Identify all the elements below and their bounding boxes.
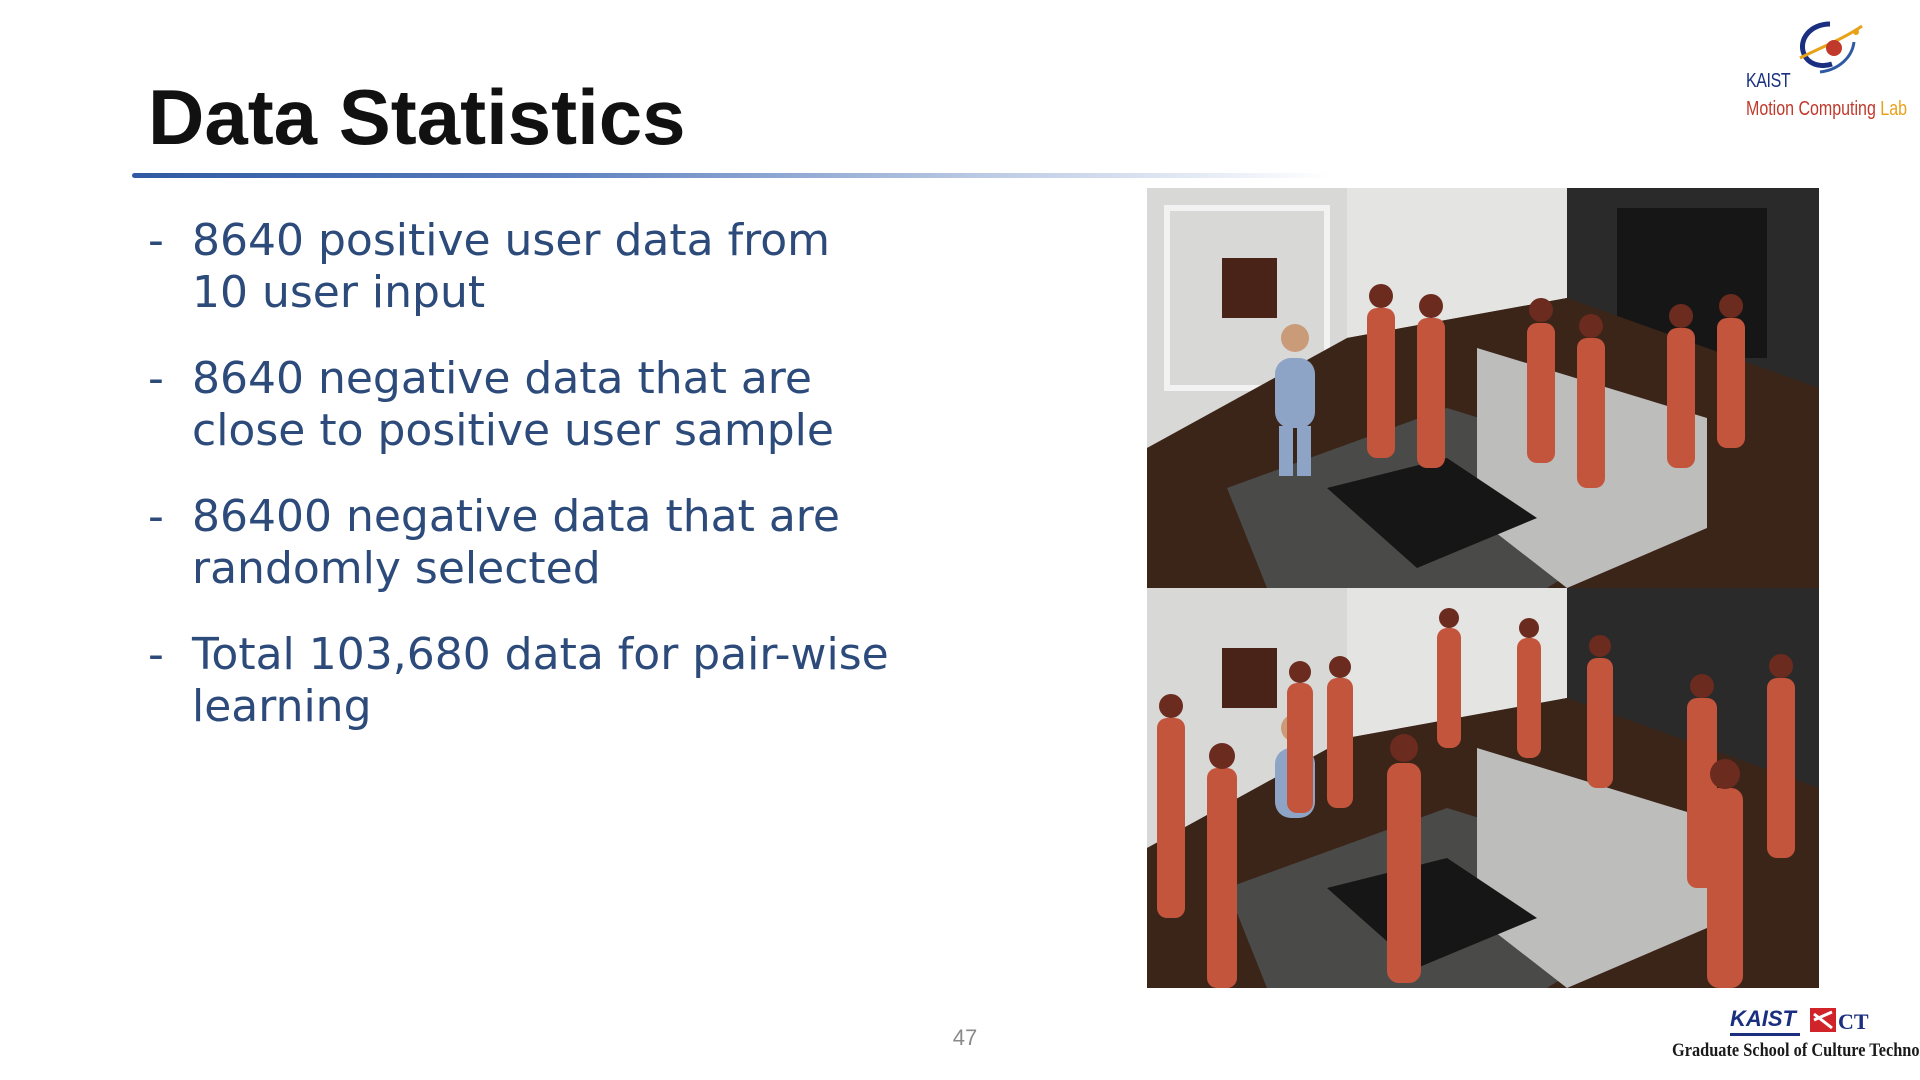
ct-logo-icon: CT bbox=[1810, 1008, 1869, 1034]
bullet-item: - 8640 positive user data from 10 user i… bbox=[148, 215, 1008, 319]
school-logo-ct-text: CT bbox=[1838, 1009, 1869, 1034]
motion-computing-lab-logo: KAIST Motion Computing Lab bbox=[1740, 18, 1910, 128]
orbit-logo-icon bbox=[1799, 21, 1863, 74]
bullet-marker: - bbox=[148, 215, 164, 266]
bullet-item: - Total 103,680 data for pair-wise learn… bbox=[148, 629, 1008, 733]
bullet-marker: - bbox=[148, 491, 164, 542]
lab-logo-name: Motion Computing Lab bbox=[1746, 98, 1907, 121]
top-scene-render bbox=[1147, 188, 1819, 588]
bullet-list: - 8640 positive user data from 10 user i… bbox=[148, 215, 1008, 767]
bullet-line: 8640 negative data that are bbox=[192, 353, 812, 404]
bullet-item: - 86400 negative data that are randomly … bbox=[148, 491, 1008, 595]
lab-logo-kaist-text: KAIST bbox=[1746, 70, 1791, 92]
school-logo-kaist-text: KAIST bbox=[1730, 1006, 1796, 1031]
bullet-marker: - bbox=[148, 629, 164, 680]
lab-logo-motion-text: Motion Computing bbox=[1746, 98, 1876, 120]
bullet-line: learning bbox=[192, 681, 372, 732]
bullet-line: 8640 positive user data from bbox=[192, 215, 830, 266]
bullet-line: close to positive user sample bbox=[192, 405, 834, 456]
bullet-line: Total 103,680 data for pair-wise bbox=[192, 629, 889, 680]
school-logo-underline bbox=[1730, 1033, 1800, 1036]
bullet-marker: - bbox=[148, 353, 164, 404]
page-number: 47 bbox=[952, 1025, 978, 1050]
bullet-line: 10 user input bbox=[192, 267, 486, 318]
bullet-line: randomly selected bbox=[192, 543, 601, 594]
bottom-scene-render bbox=[1147, 588, 1819, 988]
bullet-item: - 8640 negative data that are close to p… bbox=[148, 353, 1008, 457]
slide-title: Data Statistics bbox=[148, 73, 686, 161]
school-logo-name: Graduate School of Culture Technology bbox=[1672, 1040, 1920, 1061]
scene-image bbox=[1147, 188, 1819, 988]
culture-technology-logo: KAIST CT Graduate School of Culture Tech… bbox=[1668, 1002, 1920, 1068]
title-underline bbox=[132, 173, 1332, 178]
lab-logo-lab-text: Lab bbox=[1880, 98, 1907, 120]
bullet-line: 86400 negative data that are bbox=[192, 491, 840, 542]
